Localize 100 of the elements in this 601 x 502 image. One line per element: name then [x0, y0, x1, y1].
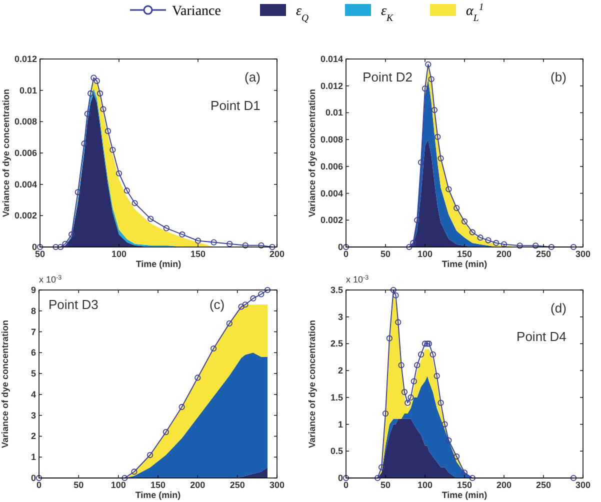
- y-tick-label: 0.002: [320, 215, 343, 226]
- point: [162, 428, 169, 436]
- point: [434, 372, 440, 379]
- point: [242, 242, 248, 248]
- annotation: (d): [550, 300, 566, 316]
- point: [96, 90, 104, 97]
- point: [62, 240, 68, 247]
- point: [342, 474, 350, 482]
- point: [431, 106, 438, 114]
- point: [110, 146, 116, 153]
- y-tick-label: 0: [32, 242, 37, 252]
- y-tick-label: 5: [30, 368, 36, 379]
- y-axis-title: Variance of dye concentration: [307, 320, 317, 448]
- x-tick-label: 50: [74, 480, 84, 490]
- point: [570, 244, 577, 250]
- annotation: (c): [209, 296, 225, 312]
- y-tick-label: 0.012: [14, 54, 37, 64]
- point: [395, 319, 402, 326]
- y-tick-label: 0.01: [19, 85, 37, 96]
- point: [548, 244, 554, 250]
- point: [132, 200, 138, 206]
- y-tick-label: 3: [30, 410, 36, 420]
- x-axis-title: Time (min): [136, 259, 182, 269]
- x-tick-label: 50: [34, 249, 46, 259]
- point: [81, 140, 88, 147]
- point: [454, 453, 460, 460]
- point: [52, 244, 59, 250]
- point: [242, 302, 248, 308]
- point: [100, 106, 106, 112]
- x-tick-label: 300: [575, 480, 591, 490]
- text: x 10$^{-3}$: [346, 274, 370, 284]
- point: [410, 378, 417, 384]
- x-tick-label: 50: [380, 480, 391, 490]
- point: [408, 394, 414, 400]
- point: [410, 240, 416, 246]
- point: [532, 242, 539, 249]
- point: [84, 110, 90, 117]
- point: [500, 241, 508, 248]
- point: [378, 464, 385, 470]
- x-tick-label: 300: [269, 480, 285, 490]
- y-tick-label: 3.5: [330, 285, 343, 295]
- point: [269, 244, 276, 250]
- point: [422, 340, 428, 347]
- x-tick-label: 250: [536, 249, 552, 259]
- point: [461, 218, 468, 225]
- y-tick-label: 0.006: [320, 161, 343, 172]
- point: [446, 186, 452, 192]
- point: [264, 286, 271, 294]
- point: [434, 134, 441, 140]
- y-tick-label: 0.002: [14, 210, 37, 221]
- x-tick-label: 200: [496, 249, 512, 259]
- point: [258, 242, 264, 248]
- point: [36, 474, 42, 482]
- point: [88, 90, 94, 97]
- point: [446, 437, 452, 444]
- y-tick-label: 0.004: [14, 179, 37, 190]
- point: [398, 362, 404, 368]
- point: [414, 362, 420, 368]
- y-tick-label: 0: [338, 242, 343, 252]
- point: [194, 374, 201, 381]
- y-axis-title: Variance of dye concentration: [307, 88, 317, 218]
- point: [406, 244, 412, 250]
- x-tick-label: 100: [110, 480, 126, 490]
- point: [382, 410, 389, 417]
- y-tick-label: 3: [338, 312, 343, 322]
- y-tick-label: 4: [30, 389, 36, 400]
- y-axis-title: Variance of dye concentration: [1, 88, 11, 218]
- y-tick-label: 0.014: [320, 54, 343, 64]
- y-tick-label: 2: [338, 366, 343, 376]
- point: [210, 345, 217, 352]
- y-tick-label: 0.012: [320, 80, 343, 91]
- y-tick-label: 0.008: [320, 134, 343, 145]
- y-tick-label: 9: [30, 285, 36, 295]
- point: [477, 234, 484, 241]
- y-tick-label: 8: [30, 306, 36, 316]
- y-tick-label: 1.5: [330, 392, 343, 402]
- x-tick-label: 150: [456, 480, 472, 490]
- point: [428, 76, 434, 82]
- point: [238, 304, 244, 310]
- point: [386, 335, 392, 342]
- point: [418, 159, 424, 166]
- y-tick-label: 0.004: [320, 188, 343, 198]
- point: [57, 244, 64, 250]
- x-tick-label: 50: [380, 249, 391, 259]
- annotation: Point D1: [210, 98, 260, 113]
- point: [250, 295, 256, 302]
- annotation: Point D4: [516, 328, 566, 344]
- point: [418, 351, 424, 358]
- point: [390, 286, 396, 294]
- point: [194, 238, 202, 244]
- y-tick-label: 0.01: [325, 108, 343, 118]
- point: [124, 188, 130, 194]
- annotation: (a): [244, 70, 260, 85]
- annotation: Point D2: [362, 70, 412, 85]
- point: [414, 217, 420, 224]
- x-tick-label: 100: [417, 249, 433, 259]
- legend-label: ε$_{Q}$: [296, 4, 309, 24]
- x-tick-label: 200: [496, 480, 512, 490]
- x-tick-label: 150: [456, 249, 472, 259]
- x-tick-label: 100: [417, 480, 433, 490]
